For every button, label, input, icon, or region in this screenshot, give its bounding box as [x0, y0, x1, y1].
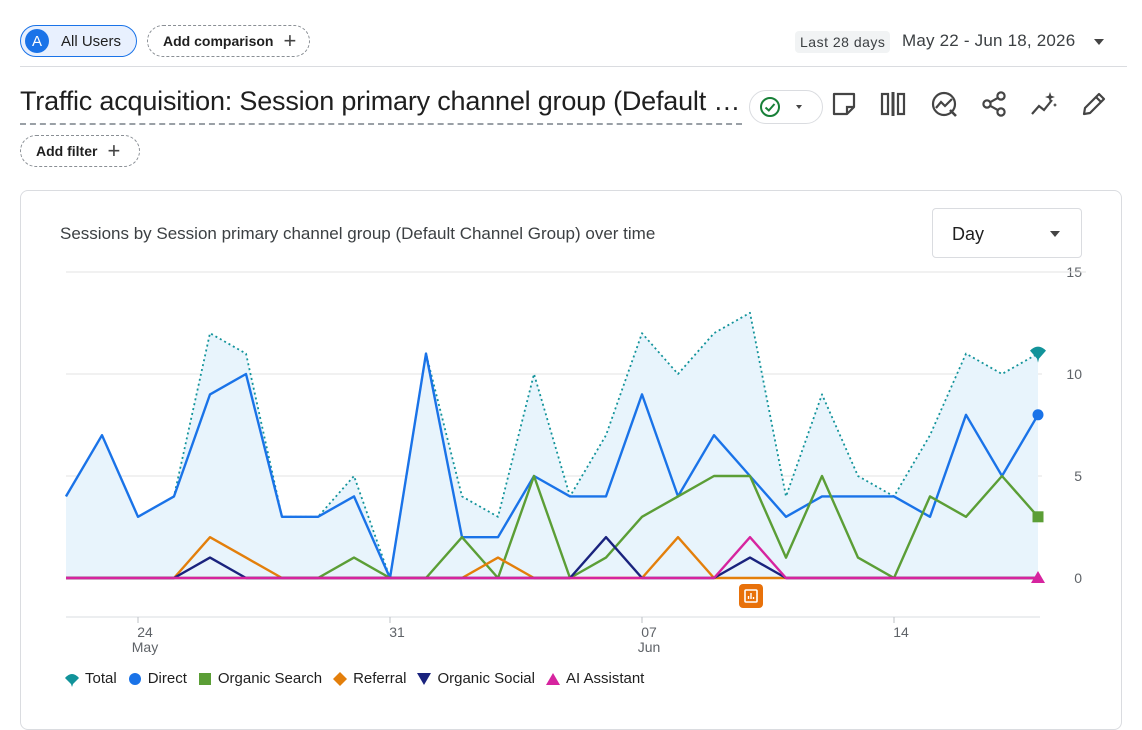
check-circle-icon	[760, 97, 780, 117]
legend-label: Organic Search	[217, 670, 323, 687]
compare-icon[interactable]	[880, 90, 908, 118]
end-marker-organic-search	[1032, 511, 1044, 523]
segment-chip-all-users[interactable]: A All Users	[20, 25, 137, 57]
date-range-chevron-down-icon[interactable]	[1094, 39, 1104, 45]
legend-label: Direct	[147, 670, 187, 687]
legend-item-total[interactable]: Total	[64, 670, 117, 687]
granularity-select[interactable]: Day	[932, 208, 1082, 258]
legend-label: Referral	[353, 670, 407, 687]
header-divider	[20, 66, 1127, 67]
add-comparison-label: Add comparison	[163, 33, 274, 49]
legend-item-referral[interactable]: Referral	[332, 670, 406, 687]
end-marker-total	[1030, 346, 1046, 363]
segment-label: All Users	[61, 32, 122, 50]
annotation-icon-glyph	[744, 589, 758, 603]
legend-marker-organic-search	[198, 672, 211, 685]
annotation-icon-bars	[747, 593, 755, 599]
plus-icon: +	[107, 138, 121, 163]
add-filter-label: Add filter	[36, 143, 98, 159]
end-marker-direct	[1032, 409, 1044, 421]
legend-label: Total	[85, 670, 117, 687]
note-icon[interactable]	[830, 90, 858, 118]
chevron-down-icon	[1050, 231, 1060, 237]
legend-label: Organic Social	[437, 670, 535, 687]
x-tick-month-label: May	[132, 639, 158, 655]
date-range-label[interactable]: May 22 - Jun 18, 2026	[902, 31, 1076, 50]
add-comparison-button[interactable]: Add comparison +	[147, 25, 310, 57]
x-tick-label: 24	[137, 624, 153, 640]
y-tick-label: 0	[1074, 570, 1082, 586]
segment-avatar: A	[25, 29, 49, 53]
edit-icon[interactable]	[1080, 90, 1108, 118]
legend-marker-organic-social	[417, 672, 432, 685]
chart-title: Sessions by Session primary channel grou…	[60, 224, 656, 243]
plus-icon: +	[283, 28, 297, 53]
legend-marker-total	[65, 673, 79, 687]
series-line-total	[65, 311, 1039, 579]
legend-item-direct[interactable]: Direct	[127, 670, 187, 687]
x-tick-label: 07	[641, 624, 657, 640]
legend-marker-referral	[333, 671, 348, 686]
end-marker-ai-assistant	[1031, 571, 1045, 583]
legend-item-organic-search[interactable]: Organic Search	[197, 670, 322, 687]
granularity-value: Day	[952, 224, 985, 244]
chevron-down-icon	[796, 105, 802, 109]
x-tick-label: 14	[893, 624, 909, 640]
y-tick-label: 10	[1066, 366, 1082, 382]
add-filter-button[interactable]: Add filter +	[20, 135, 140, 167]
x-tick-month-label: Jun	[638, 639, 661, 655]
series-line-direct	[64, 352, 1040, 580]
legend-marker-ai-assistant	[545, 672, 560, 685]
insights-icon[interactable]	[930, 90, 958, 118]
legend-label: AI Assistant	[565, 670, 645, 687]
legend-item-organic-social[interactable]: Organic Social	[416, 670, 535, 687]
legend-item-ai-assistant[interactable]: AI Assistant	[545, 670, 644, 687]
y-tick-label: 5	[1074, 468, 1082, 484]
sparkle-icon[interactable]	[1030, 90, 1058, 118]
report-status-dropdown[interactable]	[749, 90, 823, 124]
report-title[interactable]: Traffic acquisition: Session primary cha…	[20, 86, 742, 125]
legend-marker-direct	[128, 672, 141, 685]
share-icon[interactable]	[980, 90, 1008, 118]
chart-legend: Total Direct Organic Search Referral Organic…	[64, 670, 654, 687]
date-preset-badge[interactable]: Last 28 days	[795, 31, 891, 53]
x-tick-label: 31	[389, 624, 405, 640]
series-line-ai-assistant	[66, 536, 1038, 580]
